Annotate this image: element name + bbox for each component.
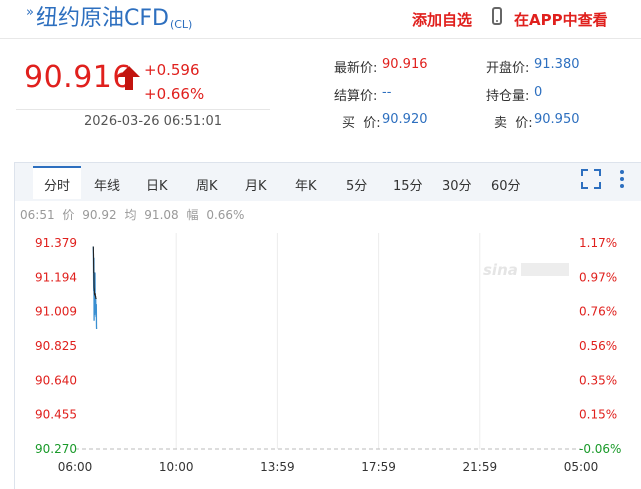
tab-yearly-k[interactable]: 年K [295,179,317,194]
y-tick-label: 90.825 [35,339,77,353]
open-in-app-button[interactable]: 在APP中查看 [514,11,608,29]
active-tab-indicator [33,166,81,199]
info-avg-label: 均 [124,208,137,222]
latest-price-value: 90.916 [382,57,428,72]
instrument-title: » 纽约原油CFD (CL) [26,5,193,32]
y-pct-tick-label: 1.17% [579,236,617,250]
info-amp-value: 0.66% [206,208,245,222]
settle-price-value: -- [382,85,392,100]
quote-timestamp: 2026-03-26 06:51:01 [84,114,223,129]
bid-price-label: 买 价: [342,116,381,131]
open-interest-label: 持仓量: [486,89,530,104]
tab-60min[interactable]: 60分 [491,179,521,194]
y-pct-tick-label: -0.06% [579,442,621,456]
tab-30min[interactable]: 30分 [442,179,472,194]
open-price-label: 开盘价: [486,61,530,76]
average-price-line [92,246,97,300]
x-tick-label: 21:59 [463,460,498,474]
open-price-value: 91.380 [534,57,580,72]
info-avg-value: 91.08 [144,208,179,222]
y-tick-label: 91.009 [35,305,77,319]
ask-price-value: 90.950 [534,112,580,127]
open-interest-value: 0 [534,85,543,100]
phone-icon[interactable] [492,7,502,25]
y-pct-tick-label: 0.76% [579,305,617,319]
double-chevron-icon: » [26,5,34,20]
y-tick-label: 91.194 [35,270,77,284]
y-pct-tick-label: 0.35% [579,373,617,387]
y-tick-label: 90.455 [35,408,77,422]
y-pct-tick-label: 0.56% [579,339,617,353]
more-options-icon[interactable] [614,169,630,189]
tab-15min[interactable]: 15分 [393,179,423,194]
info-price-value: 90.92 [82,208,117,222]
tab-monthly-k[interactable]: 月K [245,179,267,194]
y-pct-tick-label: 0.15% [579,408,617,422]
price-change: +0.596 [144,61,200,79]
current-price: 90.916 [24,60,132,95]
sina-watermark-icon: sina [483,261,518,279]
x-tick-label: 05:00 [564,460,599,474]
x-tick-label: 10:00 [159,460,194,474]
instrument-name: 纽约原油CFD [35,6,169,31]
page-header [0,0,641,39]
tab-weekly-k[interactable]: 周K [196,179,218,194]
bid-price-value: 90.920 [382,112,428,127]
settle-price-label: 结算价: [334,89,378,104]
ask-price-label: 卖 价: [494,116,533,131]
instrument-code: (CL) [169,18,193,31]
period-tab-bar [15,163,641,201]
x-tick-label: 06:00 [58,460,93,474]
intraday-chart[interactable]: sina 91.379 91.194 91.009 90.825 90.640 90.45… [15,225,641,489]
info-time: 06:51 [20,208,55,222]
chart-panel [14,162,641,489]
tab-5min[interactable]: 5分 [346,179,368,194]
y-pct-tick-label: 0.97% [579,270,617,284]
price-change-percent: +0.66% [144,85,205,103]
tab-daily-k[interactable]: 日K [146,179,168,194]
x-tick-label: 17:59 [361,460,396,474]
info-price-label: 价 [62,208,75,222]
latest-price-label: 最新价: [334,61,378,76]
y-tick-label: 91.379 [35,236,77,250]
info-amp-label: 幅 [186,208,199,222]
x-tick-label: 13:59 [260,460,295,474]
add-favorite-button[interactable]: 添加自选 [412,11,473,29]
fullscreen-icon[interactable] [581,169,601,189]
divider [16,109,270,110]
y-tick-label: 90.640 [35,373,77,387]
tab-year-line[interactable]: 年线 [94,179,121,194]
y-tick-label: 90.270 [35,442,77,456]
up-arrow-icon [118,66,140,90]
crosshair-info-line: 06:51 价 90.92 均 91.08 幅 0.66% [20,206,248,223]
tab-intraday[interactable]: 分时 [44,179,71,194]
